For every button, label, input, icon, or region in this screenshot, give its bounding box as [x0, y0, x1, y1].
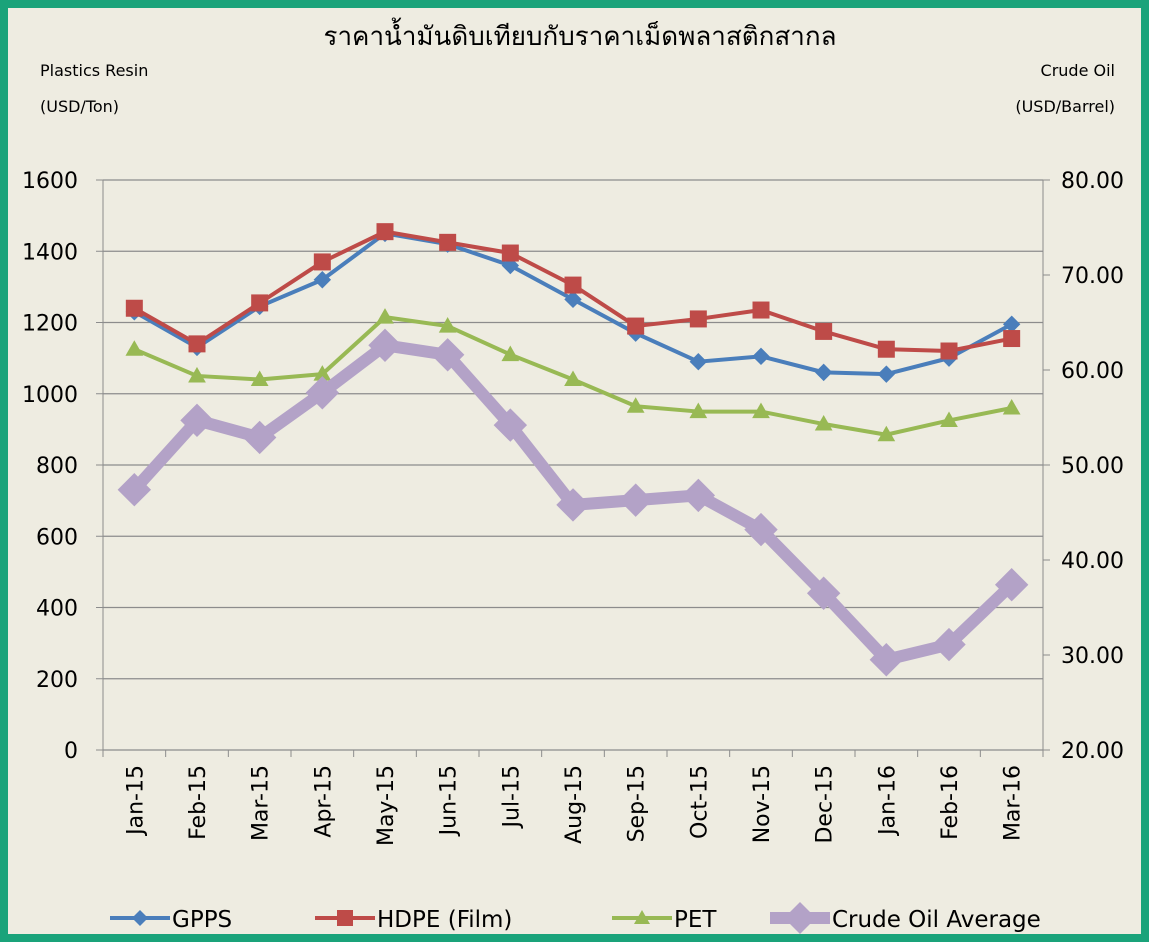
x-tick-label: Dec-15	[813, 765, 838, 844]
marker	[125, 340, 144, 356]
marker	[806, 576, 841, 610]
y-tick-label: 1000	[22, 383, 78, 408]
marker	[368, 328, 402, 363]
y2-tick-label: 50.00	[1061, 454, 1124, 479]
marker	[251, 294, 269, 312]
chart-title: ราคาน้ำมันดิบเทียบกับราคาเม็ดพลาสติกสากล	[323, 17, 836, 52]
marker	[1002, 398, 1021, 415]
marker	[125, 299, 143, 317]
y2-tick-label: 60.00	[1061, 359, 1124, 384]
x-tick-label: Mar-15	[249, 765, 274, 841]
marker	[814, 363, 833, 382]
x-tick-label: Feb-15	[186, 765, 211, 840]
marker	[815, 322, 833, 340]
y-tick-label: 200	[36, 668, 78, 693]
legend-marker	[784, 902, 816, 934]
legend-label: HDPE (Film)	[377, 907, 512, 933]
y-tick-label: 400	[36, 597, 78, 622]
marker	[501, 244, 519, 262]
y2-tick-label: 80.00	[1061, 169, 1124, 194]
marker	[376, 308, 394, 324]
marker	[877, 365, 896, 383]
marker	[752, 301, 770, 319]
legend-marker	[634, 910, 650, 924]
y-tick-label: 600	[36, 525, 78, 550]
marker	[250, 370, 269, 386]
marker	[117, 472, 152, 507]
y2-tick-label: 40.00	[1061, 549, 1124, 574]
y2-tick-label: 70.00	[1061, 264, 1124, 289]
marker	[689, 310, 707, 328]
x-tick-label: Jun-15	[437, 765, 462, 837]
y2-axis-label: Crude Oil	[1041, 61, 1115, 80]
marker	[556, 488, 590, 522]
y2-tick-label: 30.00	[1061, 644, 1124, 669]
legend-marker	[132, 910, 148, 926]
marker	[376, 223, 394, 241]
marker	[439, 233, 457, 251]
marker	[564, 370, 582, 386]
marker	[564, 290, 582, 309]
marker	[501, 345, 520, 362]
marker	[689, 352, 708, 371]
marker	[1002, 315, 1021, 333]
chart: ราคาน้ำมันดิบเทียบกับราคาเม็ดพลาสติกสากล…	[22, 17, 1124, 934]
x-tick-label: Sep-15	[625, 765, 650, 842]
y-tick-label: 1600	[22, 169, 78, 194]
marker	[940, 411, 958, 427]
legend-label: PET	[674, 907, 717, 933]
marker	[180, 403, 214, 438]
legend-marker	[337, 910, 353, 926]
marker	[932, 627, 966, 662]
marker	[188, 366, 206, 383]
x-tick-label: Apr-15	[311, 765, 336, 838]
x-tick-label: Oct-15	[687, 765, 712, 839]
marker	[493, 408, 528, 442]
legend-label: GPPS	[172, 907, 232, 933]
legend-label: Crude Oil Average	[832, 907, 1041, 933]
marker	[313, 253, 331, 271]
marker	[626, 397, 645, 413]
marker	[188, 335, 206, 353]
marker	[1003, 330, 1021, 348]
x-tick-label: Nov-15	[750, 765, 775, 843]
marker	[814, 415, 833, 431]
y-axis-label: (USD/Ton)	[40, 97, 119, 116]
marker	[305, 376, 340, 410]
marker	[627, 317, 645, 335]
marker	[752, 402, 770, 419]
marker	[313, 271, 332, 289]
y-tick-label: 1400	[22, 240, 78, 265]
y-axis-label: Plastics Resin	[40, 61, 148, 80]
marker	[438, 317, 457, 333]
x-tick-label: Aug-15	[562, 765, 587, 844]
marker	[689, 402, 708, 419]
x-tick-label: May-15	[374, 765, 399, 846]
x-tick-label: Jul-15	[499, 765, 524, 829]
y2-tick-label: 20.00	[1061, 739, 1124, 764]
marker	[869, 643, 904, 677]
y-tick-label: 800	[36, 454, 78, 479]
marker	[752, 347, 770, 366]
marker	[564, 276, 582, 294]
marker	[940, 342, 958, 360]
marker	[994, 567, 1029, 602]
marker	[618, 483, 653, 517]
y-tick-label: 0	[64, 739, 78, 764]
x-tick-label: Mar-16	[1001, 765, 1026, 841]
marker	[242, 420, 277, 455]
x-tick-label: Feb-16	[938, 765, 963, 840]
marker	[744, 512, 778, 547]
x-tick-label: Jan-15	[123, 765, 148, 837]
y2-axis-label: (USD/Barrel)	[1015, 97, 1115, 116]
marker	[877, 340, 895, 358]
marker	[430, 338, 465, 372]
y-tick-label: 1200	[22, 312, 78, 337]
marker	[877, 425, 896, 442]
marker	[681, 478, 716, 513]
x-tick-label: Jan-16	[875, 765, 900, 837]
